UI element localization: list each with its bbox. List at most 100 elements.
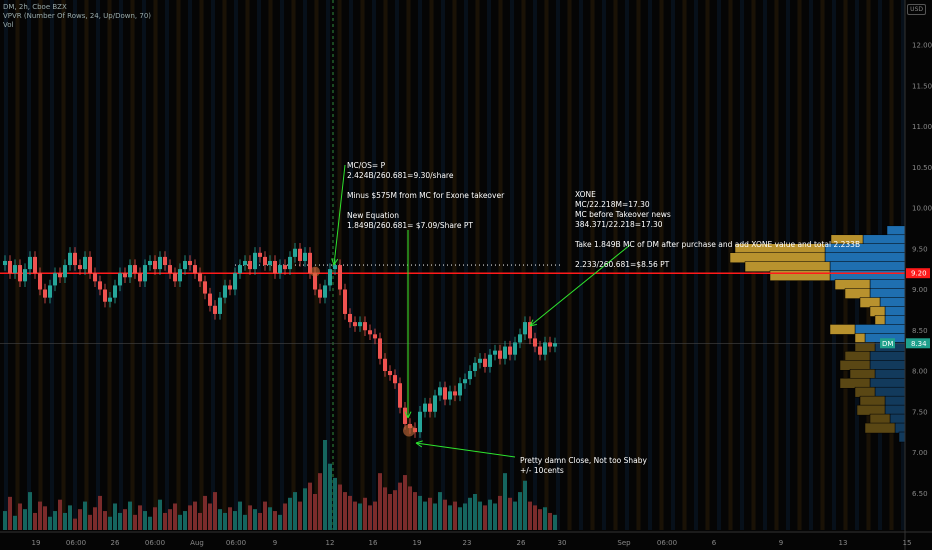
vpvr-up-bar xyxy=(869,377,906,389)
candle-body xyxy=(83,256,87,270)
annotation-xone-calc[interactable]: XONE MC/22.218M=17.30 MC before Takeover n… xyxy=(575,190,860,270)
volume-bar xyxy=(268,507,272,530)
symbol-legend[interactable]: DM, 2h, Cboe BZX xyxy=(3,3,67,11)
candle-body xyxy=(453,391,457,396)
volume-bar xyxy=(363,497,367,530)
session-band xyxy=(613,0,618,530)
candle-body xyxy=(328,269,332,286)
volume-bar xyxy=(333,477,337,530)
candle-body xyxy=(318,289,322,298)
price-tag-bg xyxy=(906,268,930,279)
arrow-head xyxy=(407,411,412,419)
candle-body xyxy=(188,260,192,266)
candle-body xyxy=(8,260,12,274)
volume-bar xyxy=(318,473,322,530)
session-band xyxy=(671,0,675,530)
volume-bar xyxy=(323,440,327,530)
candle-body xyxy=(298,248,302,261)
annotation-arrows xyxy=(331,164,631,458)
volume-bar xyxy=(183,511,187,530)
candle-body xyxy=(268,260,272,266)
candle-body xyxy=(148,260,152,266)
session-band xyxy=(579,0,583,530)
session-band xyxy=(107,0,112,530)
vpvr-down-bar xyxy=(829,324,856,335)
vpvr-up-bar xyxy=(874,369,906,380)
volume-bar xyxy=(148,516,152,530)
session-band xyxy=(395,0,399,530)
candle-body xyxy=(48,285,52,298)
volume-bar xyxy=(468,497,472,530)
session-band xyxy=(728,0,733,530)
session-band xyxy=(176,0,181,530)
session-band xyxy=(636,0,641,530)
symbol-tag: DM xyxy=(882,340,893,348)
time-tick-label: 12 xyxy=(326,539,335,547)
volume-bar xyxy=(213,492,217,530)
volume-bar xyxy=(303,488,307,530)
vpvr-up-bar xyxy=(869,279,906,290)
price-tick-label: 10.50 xyxy=(912,164,932,172)
volume-bar xyxy=(523,480,527,530)
annotation-line: MC before Takeover news xyxy=(575,210,671,219)
annotation-dm-calc[interactable]: MC/OS= P 2.424B/260.681=9.30/share Minus … xyxy=(347,161,504,231)
volume-bar xyxy=(188,505,192,530)
vpvr-up-bar xyxy=(886,225,906,237)
candle-body xyxy=(348,313,352,323)
candle-body xyxy=(98,281,102,290)
volume-bar xyxy=(133,514,137,530)
volume-legend[interactable]: Vol xyxy=(3,21,14,29)
volume-bar xyxy=(158,499,162,530)
volume-pane xyxy=(3,440,557,530)
candle-body xyxy=(163,256,167,266)
volume-bar xyxy=(553,514,557,530)
volume-bar xyxy=(253,509,257,530)
volume-bar xyxy=(378,473,382,530)
last-price-tag-bg xyxy=(906,338,930,349)
candle-body xyxy=(358,322,362,327)
time-tick-label: 06:00 xyxy=(226,539,246,547)
candle-body xyxy=(128,265,132,278)
volume-bar xyxy=(103,511,107,530)
price-axis: 12.00 11.50 11.00 10.50 10.00 9.50 9.00 8.50 8.0… xyxy=(880,0,932,550)
annotation-line xyxy=(347,181,504,191)
vpvr-legend[interactable]: VPVR (Number Of Rows, 24, Up/Down, 70) xyxy=(3,12,152,20)
volume-bar xyxy=(428,497,432,530)
volume-bar xyxy=(533,505,537,530)
candle-body xyxy=(398,383,402,408)
volume-bar xyxy=(328,463,332,530)
session-band xyxy=(625,0,629,530)
volume-bar xyxy=(203,495,207,530)
candle-body xyxy=(323,285,327,298)
volume-bar xyxy=(548,512,552,530)
volume-bar xyxy=(3,511,7,530)
annotation-line: 1.849B/260.681= $7.09/Share PT xyxy=(347,221,473,230)
candle-body xyxy=(433,395,437,412)
volume-bar xyxy=(113,503,117,530)
session-band xyxy=(96,0,100,530)
annotation-result[interactable]: Pretty damn Close, Not too Shaby +/- 10ce… xyxy=(520,456,647,476)
vpvr-up-bar xyxy=(884,404,906,416)
currency-label[interactable]: USD xyxy=(907,4,926,15)
time-tick-label: 9 xyxy=(273,539,277,547)
time-tick-label: 06:00 xyxy=(66,539,86,547)
annotation-line: 2.424B/260.681=9.30/share xyxy=(347,171,454,180)
candle-body xyxy=(368,330,372,335)
annotation-line: XONE xyxy=(575,190,596,199)
candle-body xyxy=(423,403,427,412)
volume-bar xyxy=(443,499,447,530)
vpvr-up-bar xyxy=(898,431,906,443)
volume-bar xyxy=(373,501,377,530)
session-band xyxy=(61,0,66,530)
candle-body xyxy=(118,273,122,286)
candle-body xyxy=(138,273,142,282)
horizontal-line-price-tag: 9.20 xyxy=(911,270,927,278)
chart-legend: DM, 2h, Cboe BZX VPVR (Number Of Rows, 2… xyxy=(3,3,151,30)
time-tick-label: 06:00 xyxy=(657,539,677,547)
candle-body xyxy=(68,252,72,266)
candle-body xyxy=(78,265,82,270)
candle-body xyxy=(528,322,532,339)
candle-body xyxy=(393,375,397,384)
candle-body xyxy=(253,252,257,270)
